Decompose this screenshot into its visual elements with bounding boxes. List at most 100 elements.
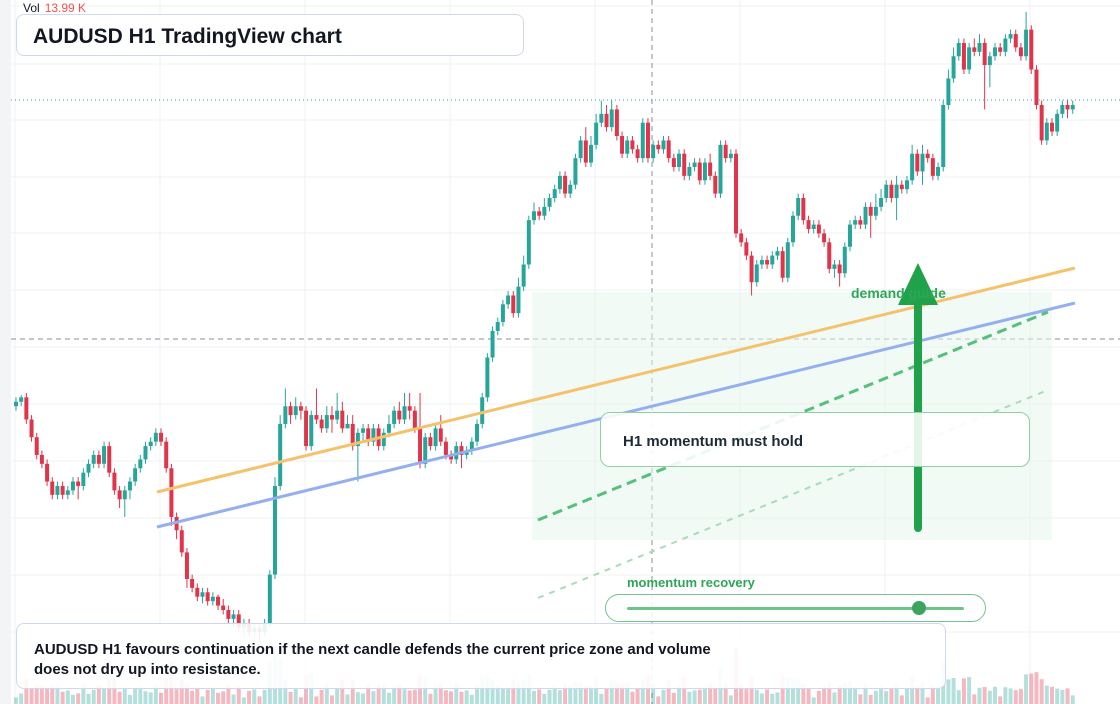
- momentum-callout: H1 momentum must hold: [600, 412, 1030, 467]
- volume-bar: [588, 685, 593, 704]
- candle-body: [1055, 113, 1060, 132]
- volume-bar: [961, 678, 966, 704]
- candle-body: [293, 406, 298, 416]
- volume-bar: [14, 697, 18, 704]
- candle-body: [847, 224, 852, 247]
- chart-title-box: AUDUSD H1 TradingView chart: [16, 14, 524, 56]
- candle-body: [127, 481, 132, 491]
- volume-bar: [412, 689, 417, 704]
- candle-body: [29, 419, 34, 438]
- candle-body: [506, 295, 511, 305]
- volume-bar: [283, 679, 288, 704]
- volume-bar: [899, 695, 904, 704]
- candle-body: [216, 596, 221, 606]
- candle-body: [490, 330, 495, 358]
- candle-body: [1070, 104, 1075, 110]
- candle-body: [361, 428, 366, 433]
- volume-bar: [324, 683, 329, 704]
- candle-body: [107, 446, 112, 473]
- volume-bar: [936, 686, 941, 704]
- slider-track[interactable]: [627, 607, 964, 610]
- volume-bar: [397, 684, 402, 704]
- volume-bar: [863, 682, 868, 704]
- candle-body: [770, 255, 775, 265]
- volume-bar: [350, 680, 355, 704]
- volume-bar: [775, 692, 780, 704]
- volume-bar: [153, 685, 158, 704]
- volume-bar: [490, 679, 495, 704]
- volume-bar: [837, 685, 842, 704]
- candle-body: [853, 220, 858, 225]
- candle-body: [133, 468, 138, 482]
- volume-bar: [381, 683, 386, 704]
- candle-body: [796, 198, 801, 216]
- volume-bar: [889, 687, 894, 704]
- volume-bar: [506, 688, 511, 704]
- volume-bar: [620, 683, 625, 704]
- candle-body: [625, 140, 630, 154]
- volume-bar: [920, 682, 925, 704]
- candle-body: [231, 614, 236, 619]
- candle-body: [552, 189, 557, 199]
- candle-body: [542, 206, 547, 216]
- candle-body: [335, 410, 340, 420]
- volume-bar: [1039, 679, 1044, 704]
- candle-body: [438, 428, 443, 442]
- candle-body: [1034, 69, 1039, 105]
- volume-bar: [60, 691, 65, 704]
- momentum-slider[interactable]: [605, 594, 986, 622]
- slider-knob[interactable]: [912, 601, 926, 615]
- candle-body: [236, 614, 241, 628]
- volume-bar: [39, 685, 44, 704]
- volume-bar: [304, 675, 309, 704]
- candle-body: [557, 175, 562, 190]
- arrow-up-icon: [898, 263, 938, 305]
- candle-body: [324, 415, 329, 429]
- candle-body: [433, 428, 438, 447]
- candle-body: [620, 135, 625, 154]
- volume-bar: [205, 689, 210, 704]
- volume-bar: [1034, 672, 1039, 704]
- candle-body: [936, 167, 941, 176]
- volume-bar: [796, 679, 801, 704]
- volume-bar: [70, 694, 75, 704]
- volume-bar: [785, 677, 790, 704]
- volume-bar: [376, 684, 381, 704]
- volume-bar: [86, 693, 91, 704]
- volume-bar: [526, 674, 531, 704]
- volume-bar: [630, 691, 635, 704]
- volume-bar: [666, 680, 671, 704]
- candle-body: [521, 264, 526, 287]
- candle-body: [117, 490, 122, 500]
- volume-bar: [221, 691, 226, 704]
- candle-body: [91, 454, 96, 464]
- candle-body: [915, 153, 920, 172]
- candle-body: [904, 180, 909, 190]
- volume-bar: [982, 687, 987, 704]
- volume-bar: [573, 681, 578, 704]
- candle-body: [288, 406, 293, 416]
- volume-bar: [972, 694, 977, 704]
- volume-bar: [791, 678, 795, 704]
- candle-body: [604, 113, 609, 128]
- volume-bar: [697, 689, 702, 704]
- volume-bar: [640, 679, 645, 704]
- candle-body: [469, 441, 474, 451]
- candle-body: [910, 153, 915, 181]
- volume-bar: [563, 683, 568, 704]
- candle-body: [775, 251, 780, 256]
- candle-body: [459, 446, 464, 455]
- candle-body: [832, 264, 837, 269]
- volume-bar: [645, 675, 650, 704]
- volume-bar: [801, 684, 806, 704]
- volume-bar: [24, 679, 29, 704]
- candle-body: [946, 78, 951, 105]
- volume-bar: [557, 690, 562, 704]
- volume-bar: [475, 685, 480, 704]
- candle-body: [749, 255, 754, 283]
- volume-bar: [806, 687, 811, 704]
- candle-body: [1013, 34, 1018, 48]
- candle-body: [708, 162, 713, 176]
- candle-body: [1018, 47, 1023, 57]
- volume-bar: [19, 693, 24, 704]
